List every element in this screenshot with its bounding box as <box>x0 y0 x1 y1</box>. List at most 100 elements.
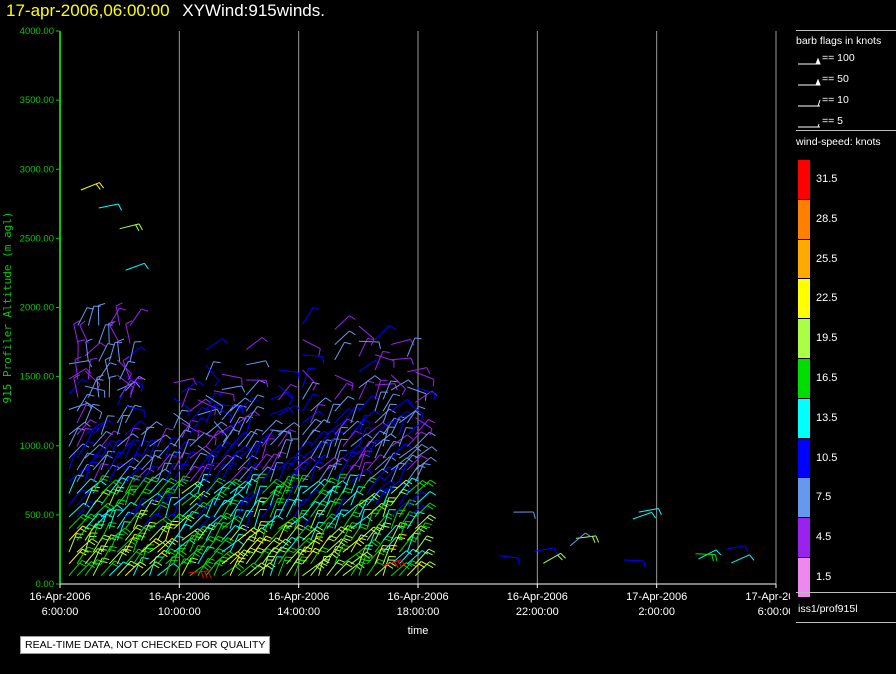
wind-barb <box>108 307 127 326</box>
barb-flag <box>291 518 298 524</box>
barb-shaft <box>310 521 319 541</box>
barb-shaft <box>229 499 242 518</box>
barb-flag <box>133 439 141 442</box>
barb-flag <box>251 466 258 471</box>
wind-barb <box>358 462 372 482</box>
barb-flag <box>397 536 406 540</box>
color-scale-label: 16.5 <box>816 371 838 384</box>
wind-barb <box>116 405 135 424</box>
barb-flag <box>382 351 390 353</box>
barb-shaft <box>245 463 256 482</box>
barb-shaft <box>205 430 219 447</box>
barb-flag <box>104 505 112 510</box>
barb-flag <box>377 551 385 556</box>
barb-shaft <box>269 462 277 482</box>
barb-shaft <box>302 429 314 447</box>
wind-barb <box>398 446 422 459</box>
wind-barb <box>294 485 308 506</box>
barb-flag <box>429 514 436 519</box>
barb-flag <box>85 549 93 553</box>
barb-legend-icon <box>798 99 821 107</box>
barb-flag <box>220 491 227 496</box>
barb-shaft <box>213 405 232 416</box>
barb-shaft <box>382 403 391 424</box>
wind-barb <box>92 502 114 518</box>
barb-flag <box>209 535 217 540</box>
barb-legend-icon <box>798 123 820 128</box>
wind-barb <box>173 412 191 432</box>
wind-barb <box>342 474 358 494</box>
barb-flag <box>595 535 600 543</box>
barb-legend-label: == 50 <box>822 73 849 85</box>
wind-barb <box>326 526 348 541</box>
barb-shaft <box>358 450 366 471</box>
wind-barb <box>157 477 178 494</box>
barb-flag <box>106 442 113 447</box>
barb-flag <box>384 538 392 542</box>
barb-shaft <box>108 486 118 506</box>
y-tick-label: 0.00 <box>36 579 55 590</box>
barb-flag <box>312 384 317 391</box>
barb-flag <box>124 548 132 552</box>
barb-flag <box>426 563 434 569</box>
wind-barb <box>302 339 321 356</box>
barb-shaft <box>221 492 239 506</box>
barb-shaft <box>261 465 275 482</box>
wind-barb <box>302 393 320 412</box>
barb-flag <box>405 427 413 429</box>
wind-barb <box>278 422 301 436</box>
wind-barb <box>406 443 428 459</box>
barb-shaft <box>108 463 119 482</box>
barb-shaft <box>76 490 91 506</box>
barb-shaft <box>141 421 157 436</box>
barb-flag <box>366 551 373 557</box>
barb-shaft <box>406 444 423 459</box>
wind-barb <box>213 556 229 576</box>
barb-shaft <box>213 480 231 494</box>
barb-flag <box>100 478 108 481</box>
wind-barb <box>129 308 149 326</box>
barb-flag <box>241 385 246 393</box>
barb-flag <box>79 551 87 556</box>
barb-shaft <box>189 432 205 447</box>
barb-flag <box>398 509 406 512</box>
wind-barb <box>92 520 106 541</box>
barb-flag <box>236 450 244 453</box>
barb-shaft <box>119 361 129 380</box>
barb-shaft <box>213 463 224 482</box>
barb-shaft <box>498 555 519 559</box>
y-tick-label: 3000.00 <box>20 164 54 175</box>
wind-barb <box>342 490 364 506</box>
barb-flag <box>128 511 136 515</box>
barb-shaft <box>269 451 280 471</box>
wind-barb <box>407 367 431 375</box>
barb-flag <box>744 545 749 553</box>
barb-shaft <box>366 533 375 553</box>
barb-shaft <box>149 434 167 447</box>
barb-flag <box>258 564 265 570</box>
barb-flag <box>96 378 104 381</box>
barb-flag <box>237 492 244 499</box>
barb-flag <box>374 492 381 498</box>
barb-shaft <box>358 415 365 435</box>
wind-barb <box>326 403 341 424</box>
barb-shaft <box>543 552 561 564</box>
wind-barb <box>310 509 326 529</box>
barb-flag <box>133 427 141 430</box>
barb-flag <box>85 368 92 374</box>
barb-flag <box>370 338 375 346</box>
barb-flag <box>207 463 215 467</box>
wind-barb <box>261 419 283 436</box>
barb-flag <box>221 421 228 427</box>
barb-shaft <box>318 500 331 518</box>
barb-shaft <box>318 489 333 506</box>
barb-shaft <box>173 409 183 429</box>
barb-shaft <box>382 486 392 506</box>
barb-shaft <box>76 404 87 424</box>
wind-barb <box>569 532 592 547</box>
barb-shaft <box>366 439 377 459</box>
barb-shaft <box>342 563 360 577</box>
wind-barb <box>358 375 381 389</box>
barb-shaft <box>277 384 292 401</box>
barb-flag <box>244 432 251 437</box>
